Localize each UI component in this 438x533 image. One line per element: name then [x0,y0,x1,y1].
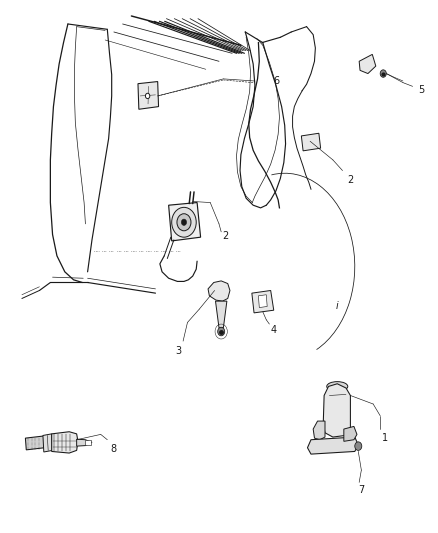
Ellipse shape [327,382,348,391]
Polygon shape [301,133,321,151]
Polygon shape [258,295,267,308]
Text: 4: 4 [271,326,277,335]
Polygon shape [307,437,358,454]
Text: 2: 2 [223,231,229,240]
Text: 1: 1 [381,433,388,443]
Polygon shape [77,439,92,446]
Polygon shape [52,432,78,453]
Circle shape [177,214,191,231]
Polygon shape [359,54,376,74]
Polygon shape [313,421,325,440]
Polygon shape [169,203,201,241]
Polygon shape [43,434,53,452]
Polygon shape [138,82,159,109]
Polygon shape [25,436,45,450]
Polygon shape [85,440,91,445]
Text: 5: 5 [418,85,424,94]
Circle shape [218,327,225,336]
Circle shape [355,442,362,450]
Polygon shape [208,281,230,301]
Polygon shape [215,301,227,328]
Polygon shape [323,384,350,437]
Text: 6: 6 [274,76,280,86]
Polygon shape [344,426,357,441]
Text: i: i [336,302,339,311]
Circle shape [145,93,150,99]
Text: 3: 3 [176,346,182,356]
Circle shape [380,70,386,77]
Text: 7: 7 [358,486,364,495]
Text: 2: 2 [347,175,353,184]
Polygon shape [252,290,274,313]
Circle shape [181,219,187,225]
Text: 8: 8 [110,444,116,454]
Circle shape [172,207,196,237]
